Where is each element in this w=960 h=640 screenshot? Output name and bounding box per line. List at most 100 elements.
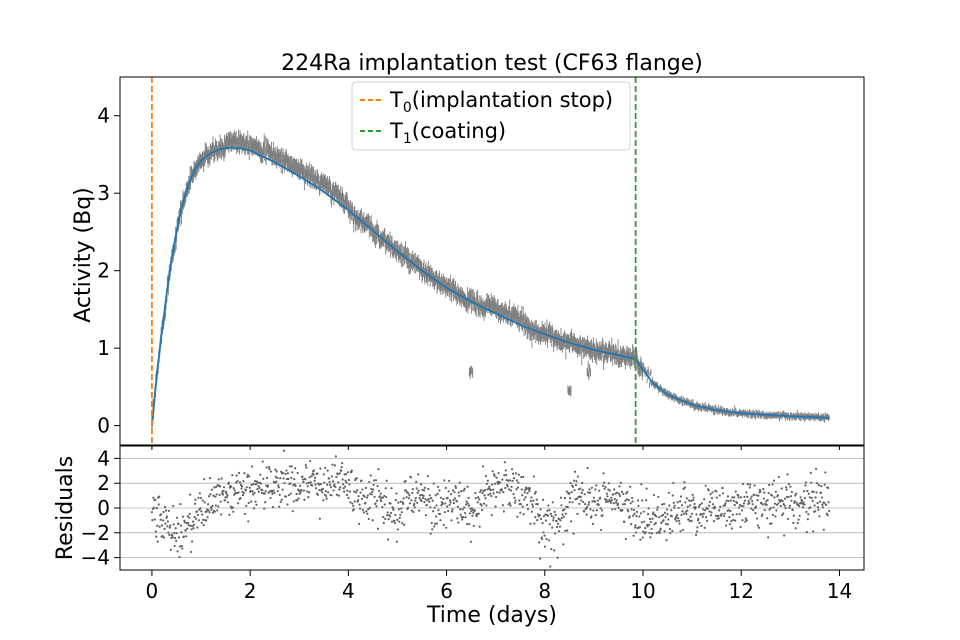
residual-point (677, 506, 680, 510)
residual-point (508, 501, 511, 505)
residual-point (353, 500, 356, 503)
residual-point (202, 523, 205, 527)
residual-point (285, 469, 288, 472)
residual-point (373, 479, 376, 482)
residual-point (271, 506, 275, 509)
residual-point (703, 526, 706, 529)
chart-title: 224Ra implantation test (CF63 flange) (281, 51, 703, 76)
residual-point (359, 491, 362, 494)
residual-point (513, 501, 517, 504)
residual-point (464, 511, 467, 515)
residual-point (516, 515, 519, 518)
residual-point (380, 500, 383, 503)
residual-point (706, 519, 709, 523)
residual-point (548, 523, 551, 526)
residual-point (700, 524, 703, 528)
residual-point (489, 489, 492, 492)
residual-point (692, 496, 695, 499)
residual-point (551, 526, 554, 529)
residual-point (617, 492, 621, 495)
residual-point (684, 501, 687, 504)
residual-point (242, 491, 245, 495)
residual-point (438, 512, 442, 516)
residual-point (302, 489, 306, 492)
residual-point (647, 507, 650, 510)
residual-point (668, 527, 671, 531)
residual-point (558, 525, 562, 528)
residual-point (175, 539, 178, 543)
residual-point (477, 496, 480, 499)
residual-point (306, 485, 309, 488)
residual-point (542, 514, 546, 518)
residual-point (694, 505, 697, 509)
residual-point (520, 476, 523, 479)
residual-point (532, 475, 535, 478)
residual-point (210, 488, 214, 491)
x-tick-label: 12 (729, 579, 754, 603)
residual-point (798, 504, 801, 508)
residual-point (536, 519, 539, 522)
residual-point (827, 501, 830, 504)
residual-point (681, 510, 684, 513)
residual-point (282, 449, 286, 452)
residual-point (592, 509, 595, 512)
x-tick-label: 0 (146, 579, 159, 603)
residual-point (639, 538, 642, 541)
residual-point (624, 499, 627, 502)
residual-point (620, 490, 624, 493)
residual-point (734, 490, 737, 493)
main-y-tick-label: 3 (97, 181, 110, 205)
residual-point (378, 495, 382, 498)
residual-point (167, 509, 170, 513)
residual-point (673, 506, 676, 509)
residual-point (733, 496, 736, 499)
residual-point (542, 531, 545, 534)
legend-entry-t0: T0(implantation stop) (389, 88, 613, 116)
residual-point (554, 513, 557, 516)
residual-point (367, 517, 370, 521)
residual-point (240, 487, 243, 490)
residual-point (756, 499, 759, 502)
residual-point (494, 505, 497, 508)
residual-point (486, 479, 489, 482)
residual-point (751, 503, 754, 506)
residual-point (239, 496, 242, 500)
residual-point (442, 497, 445, 501)
residual-point (526, 492, 529, 495)
residual-point (574, 483, 578, 487)
residual-point (228, 513, 231, 516)
residual-point (156, 540, 159, 543)
residual-point (158, 525, 161, 528)
residual-point (364, 486, 367, 490)
residual-point (213, 510, 216, 513)
residual-point (164, 509, 168, 512)
residual-point (776, 493, 779, 497)
residual-point (446, 505, 449, 508)
residual-point (338, 488, 341, 491)
residual-point (650, 527, 653, 531)
residual-point (291, 510, 294, 513)
residual-point (419, 483, 423, 486)
residual-point (384, 517, 387, 521)
residual-point (447, 509, 450, 513)
residual-point (262, 477, 265, 480)
residual-point (357, 498, 360, 502)
residual-point (282, 472, 285, 475)
residual-point (201, 513, 204, 516)
residual-point (728, 515, 731, 519)
residual-point (351, 502, 354, 505)
residual-point (322, 499, 325, 502)
residual-point (682, 487, 685, 490)
residual-point (157, 503, 160, 506)
residual-point (820, 496, 823, 499)
residual-point (482, 502, 486, 505)
residual-point (294, 467, 297, 470)
residual-point (509, 479, 512, 482)
residual-y-tick-label: −2 (81, 521, 110, 545)
residual-point (812, 530, 815, 533)
residual-point (197, 496, 200, 499)
residual-point (605, 498, 608, 501)
residual-point (383, 494, 386, 498)
residual-point (547, 539, 550, 542)
residual-point (334, 485, 337, 488)
